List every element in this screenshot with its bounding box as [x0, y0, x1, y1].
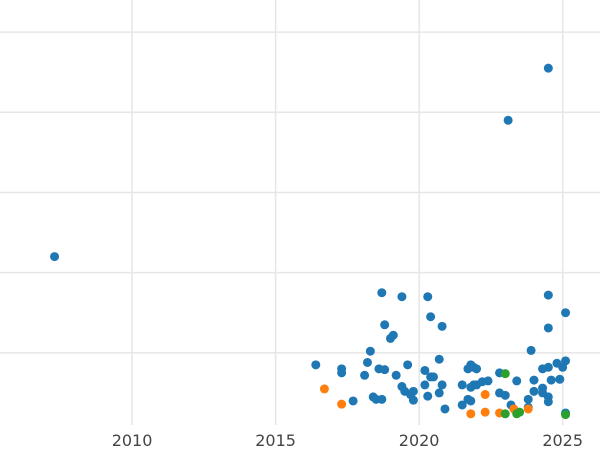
- data-point: [440, 404, 450, 414]
- data-point: [523, 404, 533, 414]
- x-tick-label: 2010: [112, 431, 153, 450]
- data-point: [555, 374, 565, 384]
- data-point: [434, 388, 444, 398]
- data-point: [500, 409, 510, 419]
- data-point: [561, 410, 571, 420]
- data-point: [480, 390, 490, 400]
- data-point: [377, 394, 387, 404]
- data-point: [457, 380, 467, 390]
- data-point: [503, 115, 513, 125]
- data-point: [526, 345, 536, 355]
- data-point: [523, 394, 533, 404]
- data-point: [360, 370, 370, 380]
- data-point: [538, 383, 548, 393]
- grid-layer: [0, 0, 600, 425]
- x-tick-label: 2020: [399, 431, 440, 450]
- data-point: [480, 407, 490, 417]
- data-point: [483, 376, 493, 386]
- data-point: [408, 395, 418, 405]
- data-point: [543, 362, 553, 372]
- data-point: [403, 360, 413, 370]
- data-points: [50, 63, 571, 420]
- data-point: [420, 365, 430, 375]
- x-tick-label: 2015: [255, 431, 296, 450]
- data-point: [420, 380, 430, 390]
- data-point: [380, 365, 390, 375]
- data-point: [466, 409, 476, 419]
- data-point: [337, 368, 347, 378]
- data-point: [529, 386, 539, 396]
- data-point: [408, 386, 418, 396]
- data-point: [437, 380, 447, 390]
- data-point: [546, 375, 556, 385]
- data-point: [426, 312, 436, 322]
- data-point: [362, 357, 372, 367]
- data-point: [512, 376, 522, 386]
- data-point: [50, 252, 60, 262]
- data-point: [466, 396, 476, 406]
- data-point: [529, 375, 539, 385]
- data-point: [311, 360, 321, 370]
- data-point: [543, 392, 553, 402]
- data-point: [457, 400, 467, 410]
- data-point: [437, 321, 447, 331]
- data-point: [500, 369, 510, 379]
- data-point: [472, 364, 482, 374]
- data-point: [500, 390, 510, 400]
- data-point: [388, 330, 398, 340]
- data-point: [337, 399, 347, 409]
- data-point: [365, 346, 375, 356]
- data-point: [515, 407, 525, 417]
- data-point: [543, 290, 553, 300]
- data-point: [391, 370, 401, 380]
- data-point: [543, 63, 553, 73]
- data-point: [434, 354, 444, 364]
- data-point: [397, 292, 407, 302]
- data-point: [423, 391, 433, 401]
- data-point: [428, 372, 438, 382]
- data-point: [543, 323, 553, 333]
- data-point: [377, 288, 387, 298]
- data-point: [380, 320, 390, 330]
- data-point: [423, 292, 433, 302]
- data-point: [561, 308, 571, 318]
- data-point: [561, 356, 571, 366]
- x-tick-label: 2025: [542, 431, 583, 450]
- data-point: [319, 384, 329, 394]
- data-point: [348, 396, 358, 406]
- x-tick-labels: 2010 2015 2020 2025: [112, 431, 583, 450]
